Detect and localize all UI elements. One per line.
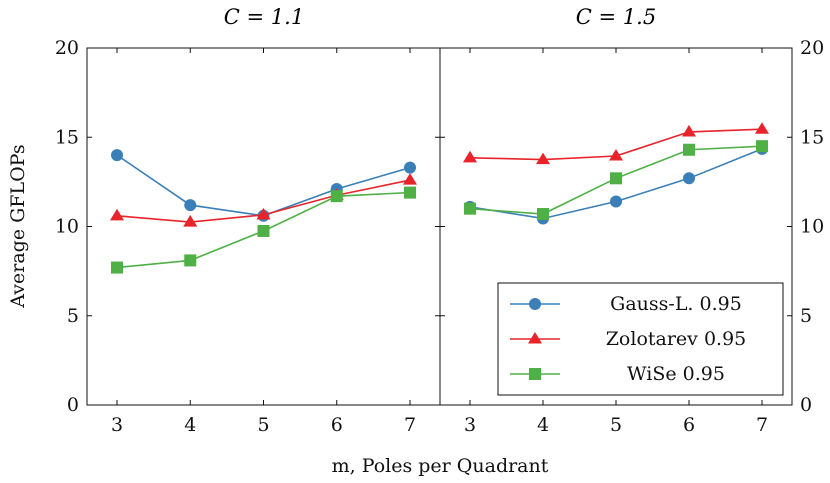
plot-area: 0 5 10 15 20 3 4 5 6 7 0 5 10 15 20 3 4 5 6 7 xyxy=(55,37,824,436)
data-point xyxy=(256,207,271,220)
data-point xyxy=(683,172,695,185)
data-point xyxy=(609,148,623,161)
series-1 xyxy=(463,122,769,165)
series-2 xyxy=(111,186,416,274)
y-tick-label: 5 xyxy=(800,305,812,327)
data-point xyxy=(610,195,622,208)
x-tick-label: 3 xyxy=(464,414,476,436)
data-point xyxy=(536,152,550,165)
data-point xyxy=(184,254,197,267)
data-point xyxy=(184,199,197,212)
x-tick-label: 3 xyxy=(111,414,123,436)
y-axis-label: Average GFLOPs xyxy=(7,144,29,308)
panel-right-title: C = 1.5 xyxy=(576,5,656,29)
y-tick-label: 15 xyxy=(800,126,824,148)
data-point xyxy=(110,208,124,221)
legend-label: Zolotarev 0.95 xyxy=(606,328,747,350)
legend-entry: WiSe 0.95 xyxy=(510,363,725,385)
y-tick-label: 15 xyxy=(55,126,79,148)
series-line xyxy=(116,154,411,217)
data-point xyxy=(464,202,476,215)
y-tick-label: 0 xyxy=(67,394,79,416)
y-tick-label: 10 xyxy=(55,216,79,238)
data-point xyxy=(756,140,768,153)
y-tick-label: 10 xyxy=(800,216,824,238)
x-tick-label: 5 xyxy=(610,414,622,436)
data-point xyxy=(683,143,695,156)
data-point xyxy=(257,224,270,237)
data-point xyxy=(682,124,696,137)
legend-label: WiSe 0.95 xyxy=(627,363,725,385)
x-axis-label: m, Poles per Quadrant xyxy=(332,455,549,477)
legend-marker xyxy=(528,332,542,344)
data-point xyxy=(330,190,343,203)
data-point xyxy=(183,215,198,227)
data-point xyxy=(463,150,477,163)
x-tick-label: 7 xyxy=(404,414,416,436)
x-tick-label: 7 xyxy=(756,414,768,436)
data-point xyxy=(404,186,416,199)
data-point xyxy=(403,173,417,185)
legend-marker xyxy=(529,298,541,310)
series-2 xyxy=(464,140,768,221)
x-tick-label: 5 xyxy=(257,414,269,436)
legend-entry: Gauss-L. 0.95 xyxy=(510,293,742,315)
data-point xyxy=(111,149,123,162)
legend: Gauss-L. 0.95 Zolotarev 0.95 WiSe 0.95 xyxy=(497,282,784,396)
panel-1: 0 5 10 15 20 3 4 5 6 7 xyxy=(439,37,824,436)
data-point xyxy=(537,208,549,221)
data-point xyxy=(755,122,769,134)
x-tick-label: 4 xyxy=(537,414,549,436)
x-tick-label: 6 xyxy=(331,414,343,436)
legend-label: Gauss-L. 0.95 xyxy=(610,293,742,315)
panel-left-title: C = 1.1 xyxy=(224,5,304,29)
legend-entry: Zolotarev 0.95 xyxy=(510,328,746,350)
data-point xyxy=(404,161,416,174)
y-tick-label: 0 xyxy=(800,394,812,416)
y-tick-label: 5 xyxy=(67,305,79,327)
y-tick-label: 20 xyxy=(55,37,79,59)
legend-marker xyxy=(529,368,541,380)
data-point xyxy=(111,261,123,274)
panel-0: 0 5 10 15 20 3 4 5 6 7 xyxy=(55,37,441,436)
x-tick-label: 6 xyxy=(683,414,695,436)
data-point xyxy=(610,172,622,185)
x-tick-label: 4 xyxy=(184,414,196,436)
y-tick-label: 20 xyxy=(800,37,824,59)
